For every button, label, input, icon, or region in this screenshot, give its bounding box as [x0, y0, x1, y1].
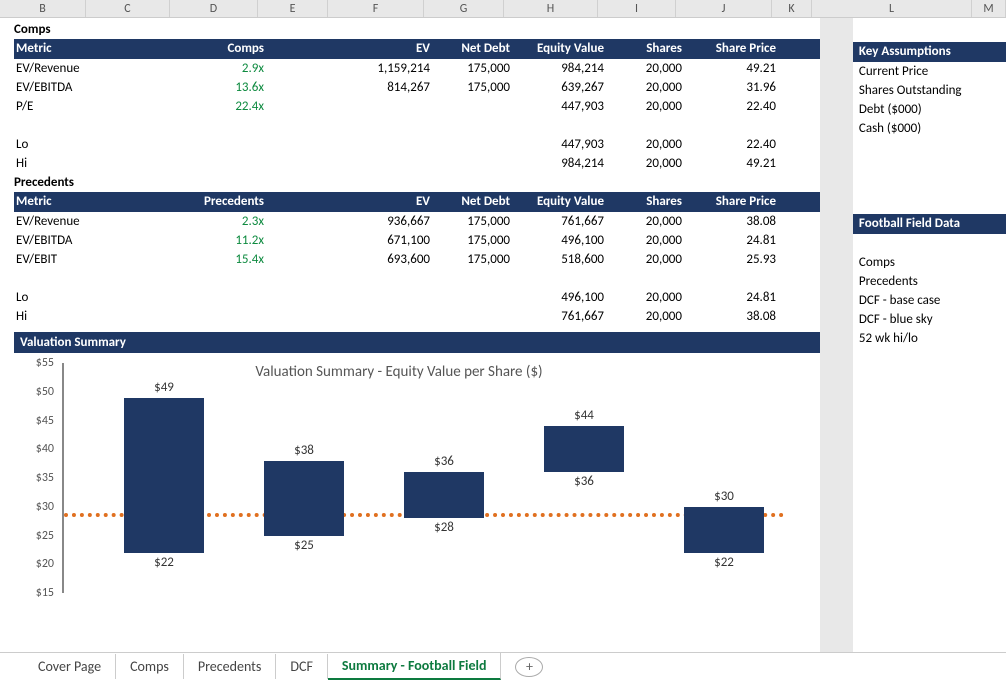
col-header-E[interactable]: E — [258, 0, 328, 17]
assumptions-header: Key Assumptions — [853, 42, 1006, 62]
bar-hi-label: $49 — [124, 380, 204, 395]
hdr-metric: Metric — [14, 39, 184, 59]
chart-bar — [124, 398, 204, 553]
chart-y-axis: $15 $20 $25 $30 $35 $40 $45 $50 $55 — [14, 359, 58, 603]
col-header-C[interactable]: C — [86, 0, 170, 17]
bar-lo-label: $36 — [544, 474, 624, 489]
col-header-J[interactable]: J — [676, 0, 772, 17]
side-column: Key Assumptions Current PriceShares Outs… — [853, 18, 1006, 652]
col-header-H[interactable]: H — [504, 0, 598, 17]
prec-lo[interactable]: Lo 496,100 20,000 24.81 — [14, 288, 820, 307]
add-sheet-button[interactable]: + — [515, 657, 543, 677]
chart-bar — [684, 507, 764, 553]
table-row[interactable]: EV/Revenue2.9x1,159,214175,000984,21420,… — [14, 59, 820, 78]
col-header-M[interactable]: M — [972, 0, 1006, 17]
bar-hi-label: $38 — [264, 443, 344, 458]
precedents-header-row: Metric Precedents EV Net Debt Equity Val… — [14, 192, 820, 212]
column-headers: BCDEFGHIJKLM — [0, 0, 1006, 18]
ffdata-item[interactable]: DCF - blue sky — [853, 310, 1006, 329]
comps-lo[interactable]: Lo 447,903 20,000 22.40 — [14, 135, 820, 154]
sheet-area: Comps Metric Comps EV Net Debt Equity Va… — [0, 18, 1006, 652]
chart-bar — [264, 461, 344, 536]
chart-bar — [544, 426, 624, 472]
col-header-D[interactable]: D — [170, 0, 258, 17]
col-header-K[interactable]: K — [772, 0, 812, 17]
y-tick: $40 — [14, 442, 54, 456]
y-tick: $55 — [14, 356, 54, 370]
col-header-B[interactable]: B — [0, 0, 86, 17]
col-header-I[interactable]: I — [598, 0, 676, 17]
tab-cover-page[interactable]: Cover Page — [24, 654, 116, 679]
assumption-item[interactable]: Cash ($000) — [853, 119, 1006, 138]
tab-precedents[interactable]: Precedents — [184, 654, 277, 679]
hdr-ev: EV — [342, 39, 438, 59]
table-row[interactable]: P/E22.4x447,90320,00022.40 — [14, 97, 820, 116]
y-tick: $35 — [14, 471, 54, 485]
prec-hi[interactable]: Hi 761,667 20,000 38.08 — [14, 307, 820, 326]
col-header-F[interactable]: F — [328, 0, 424, 17]
bar-lo-label: $22 — [684, 555, 764, 570]
comps-header-row: Metric Comps EV Net Debt Equity Value Sh… — [14, 39, 820, 59]
ffdata-header: Football Field Data — [853, 214, 1006, 234]
tab-dcf[interactable]: DCF — [276, 654, 328, 679]
bar-lo-label: $22 — [124, 555, 204, 570]
assumption-item[interactable]: Debt ($000) — [853, 100, 1006, 119]
bar-lo-label: $28 — [404, 520, 484, 535]
col-header-G[interactable]: G — [424, 0, 504, 17]
tab-summary-football-field[interactable]: Summary - Football Field — [328, 653, 502, 680]
ffdata-item[interactable]: Comps — [853, 253, 1006, 272]
valuation-summary-bar: Valuation Summary — [14, 332, 820, 353]
precedents-title: Precedents — [14, 173, 820, 192]
ffdata-item[interactable]: DCF - base case — [853, 291, 1006, 310]
valuation-chart: Valuation Summary - Equity Value per Sha… — [14, 359, 784, 603]
y-tick: $20 — [14, 557, 54, 571]
bar-lo-label: $25 — [264, 538, 344, 553]
comps-title: Comps — [14, 20, 820, 39]
y-tick: $25 — [14, 529, 54, 543]
hdr-sp: Share Price — [690, 39, 786, 59]
bar-hi-label: $30 — [684, 489, 764, 504]
hdr-shares: Shares — [612, 39, 690, 59]
y-tick: $30 — [14, 500, 54, 514]
table-row[interactable]: EV/Revenue2.3x936,667175,000761,66720,00… — [14, 212, 820, 231]
y-tick: $15 — [14, 586, 54, 600]
table-row[interactable]: EV/EBIT15.4x693,600175,000518,60020,0002… — [14, 250, 820, 269]
hdr-netdebt: Net Debt — [438, 39, 518, 59]
y-tick: $45 — [14, 414, 54, 428]
table-row[interactable]: EV/EBITDA13.6x814,267175,000639,26720,00… — [14, 78, 820, 97]
table-row[interactable]: EV/EBITDA11.2x671,100175,000496,10020,00… — [14, 231, 820, 250]
tab-comps[interactable]: Comps — [116, 654, 184, 679]
y-tick: $50 — [14, 385, 54, 399]
col-header-L[interactable]: L — [812, 0, 972, 17]
comps-hi[interactable]: Hi 984,214 20,000 49.21 — [14, 154, 820, 173]
assumption-item[interactable]: Current Price — [853, 62, 1006, 81]
ffdata-item[interactable]: Precedents — [853, 272, 1006, 291]
sheet-tabs: Cover PageCompsPrecedentsDCFSummary - Fo… — [0, 652, 1006, 680]
bar-hi-label: $44 — [544, 408, 624, 423]
assumption-item[interactable]: Shares Outstanding — [853, 81, 1006, 100]
hdr-comps: Comps — [184, 39, 272, 59]
main-column: Comps Metric Comps EV Net Debt Equity Va… — [0, 18, 820, 652]
chart-bar — [404, 472, 484, 518]
ffdata-item[interactable]: 52 wk hi/lo — [853, 329, 1006, 348]
bar-hi-label: $36 — [404, 454, 484, 469]
hdr-eqv: Equity Value — [518, 39, 612, 59]
chart-plot: $49 $22 $38 $25 $36 $28 $44 $36 $30 $22 — [64, 359, 784, 603]
